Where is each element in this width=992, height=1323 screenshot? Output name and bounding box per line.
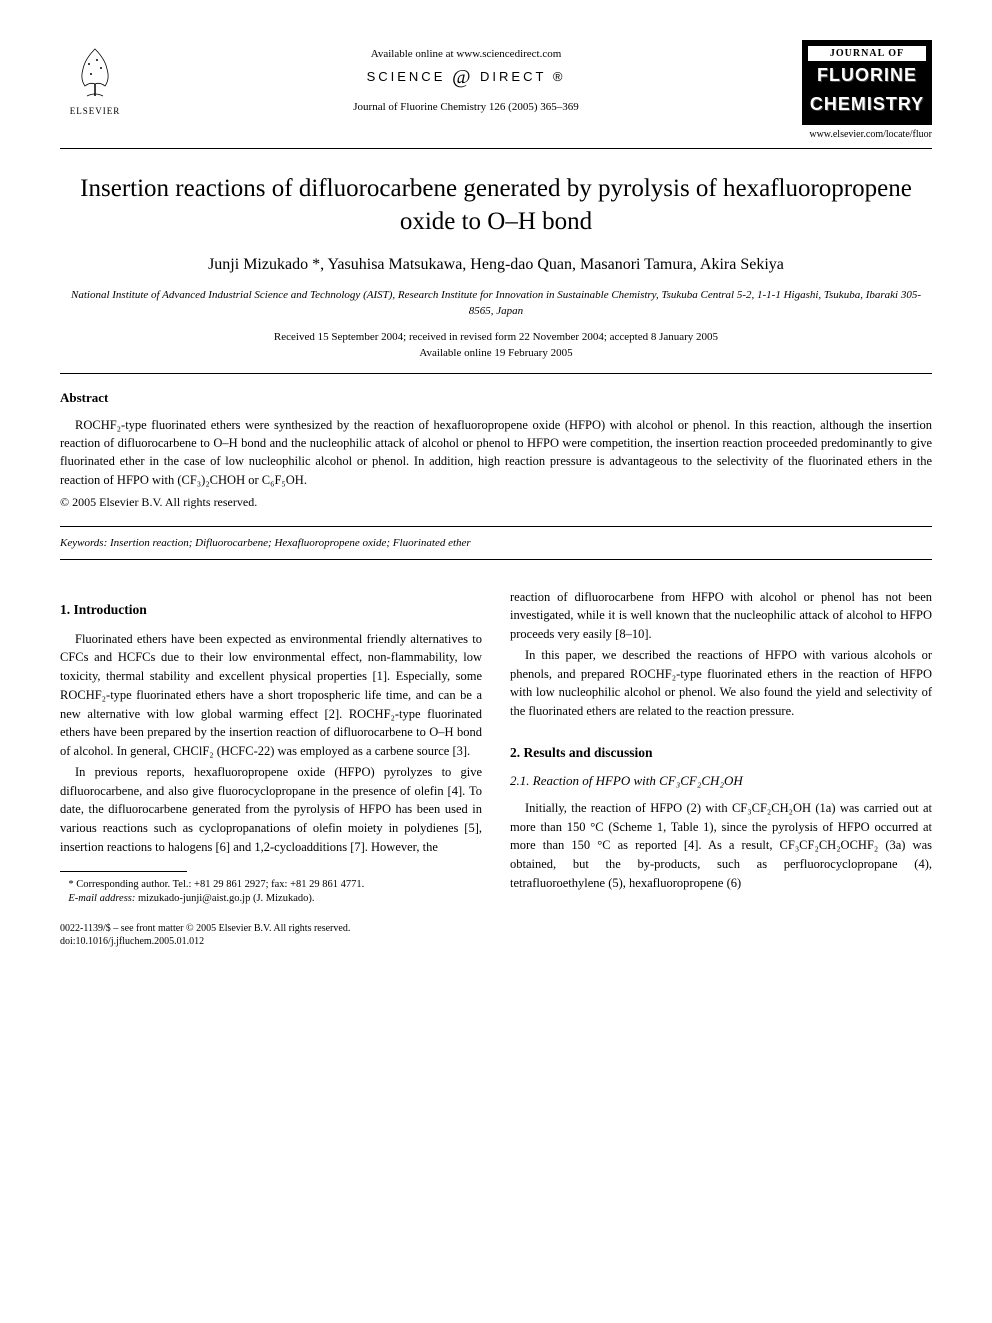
abstract-text: ROCHF₂-type fluorinated ethers were synt… bbox=[60, 416, 932, 489]
journal-logo-top: JOURNAL OF bbox=[808, 46, 926, 61]
divider bbox=[60, 148, 932, 149]
abstract-heading: Abstract bbox=[60, 390, 932, 406]
email-label: E-mail address: bbox=[68, 893, 135, 904]
divider bbox=[60, 559, 932, 560]
right-column: reaction of difluorocarbene from HFPO wi… bbox=[510, 588, 932, 947]
journal-logo-container: JOURNAL OF FLUORINE CHEMISTRY www.elsevi… bbox=[802, 40, 932, 140]
affiliation: National Institute of Advanced Industria… bbox=[60, 288, 932, 319]
footer-copyright: 0022-1139/$ – see front matter © 2005 El… bbox=[60, 923, 482, 934]
publisher-logo: ELSEVIER bbox=[60, 40, 130, 120]
footer-doi: doi:10.1016/j.jfluchem.2005.01.012 bbox=[60, 936, 482, 947]
intro-paragraph-3: reaction of difluorocarbene from HFPO wi… bbox=[510, 588, 932, 644]
at-symbol-icon: @ bbox=[452, 66, 473, 88]
authors-list: Junji Mizukado *, Yasuhisa Matsukawa, He… bbox=[60, 254, 932, 276]
header-row: ELSEVIER Available online at www.science… bbox=[60, 40, 932, 140]
science-direct-right: DIRECT bbox=[480, 69, 546, 84]
intro-paragraph-1: Fluorinated ethers have been expected as… bbox=[60, 630, 482, 761]
journal-logo-box: JOURNAL OF FLUORINE CHEMISTRY bbox=[802, 40, 932, 125]
received-dates: Received 15 September 2004; received in … bbox=[60, 331, 932, 343]
divider bbox=[60, 526, 932, 527]
keywords-text: Insertion reaction; Difluorocarbene; Hex… bbox=[107, 537, 470, 549]
subsection-2-1-heading: 2.1. Reaction of HFPO with CF₃CF₂CH₂OH bbox=[510, 773, 932, 789]
email-footnote: E-mail address: mizukado-junji@aist.go.j… bbox=[60, 892, 482, 907]
intro-paragraph-4: In this paper, we described the reaction… bbox=[510, 646, 932, 721]
article-title: Insertion reactions of difluorocarbene g… bbox=[60, 173, 932, 238]
science-direct-logo: SCIENCE @ DIRECT ® bbox=[130, 66, 802, 89]
section-2-heading: 2. Results and discussion bbox=[510, 745, 932, 761]
journal-logo-fluorine: FLUORINE bbox=[808, 61, 926, 90]
abstract-section: Abstract ROCHF₂-type fluorinated ethers … bbox=[60, 390, 932, 510]
divider bbox=[60, 373, 932, 374]
keywords-label: Keywords: bbox=[60, 537, 107, 549]
email-address: mizukado-junji@aist.go.jp (J. Mizukado). bbox=[135, 893, 314, 904]
publisher-name: ELSEVIER bbox=[70, 106, 121, 116]
keywords-line: Keywords: Insertion reaction; Difluoroca… bbox=[60, 537, 932, 549]
copyright-text: © 2005 Elsevier B.V. All rights reserved… bbox=[60, 495, 932, 510]
two-column-body: 1. Introduction Fluorinated ethers have … bbox=[60, 588, 932, 947]
elsevier-tree-icon bbox=[65, 44, 125, 104]
corresponding-author-footnote: * Corresponding author. Tel.: +81 29 861… bbox=[60, 878, 482, 893]
center-header: Available online at www.sciencedirect.co… bbox=[130, 40, 802, 113]
available-online-text: Available online at www.sciencedirect.co… bbox=[130, 48, 802, 60]
journal-reference: Journal of Fluorine Chemistry 126 (2005)… bbox=[130, 101, 802, 113]
left-column: 1. Introduction Fluorinated ethers have … bbox=[60, 588, 482, 947]
results-paragraph-1: Initially, the reaction of HFPO (2) with… bbox=[510, 799, 932, 893]
available-online-date: Available online 19 February 2005 bbox=[60, 347, 932, 359]
footnote-divider bbox=[60, 871, 187, 872]
intro-paragraph-2: In previous reports, hexafluoropropene o… bbox=[60, 763, 482, 857]
journal-logo-chemistry: CHEMISTRY bbox=[808, 90, 926, 119]
section-1-heading: 1. Introduction bbox=[60, 602, 482, 618]
journal-url: www.elsevier.com/locate/fluor bbox=[802, 129, 932, 140]
science-direct-left: SCIENCE bbox=[367, 69, 446, 84]
registered-icon: ® bbox=[553, 69, 566, 84]
